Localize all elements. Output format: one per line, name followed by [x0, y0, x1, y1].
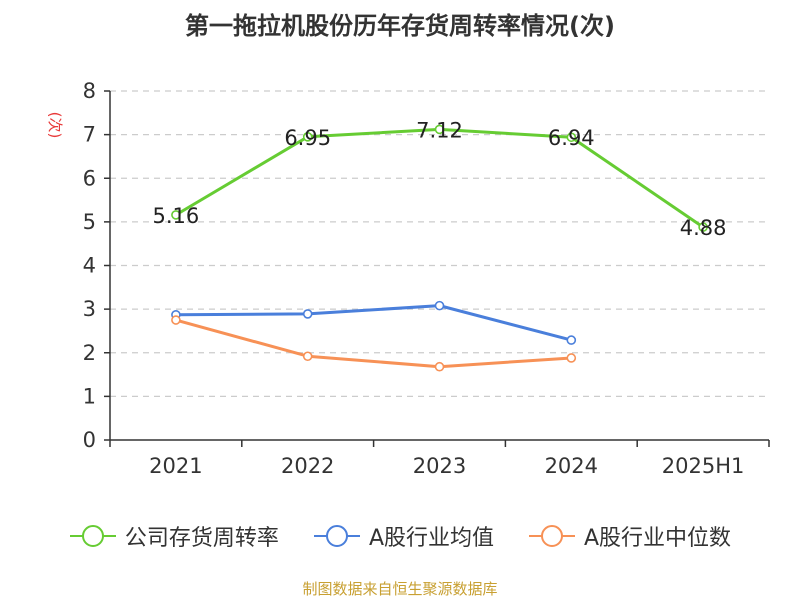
- series-lines: [171, 124, 708, 372]
- data-label: 7.12: [416, 118, 463, 142]
- data-point: [566, 335, 577, 345]
- y-tick-label: 0: [83, 428, 96, 452]
- data-point: [434, 124, 445, 135]
- legend-label: A股行业中位数: [584, 526, 732, 551]
- data-point: [302, 132, 313, 142]
- legend-item: A股行业均值: [313, 520, 494, 552]
- legend-item: A股行业中位数: [528, 520, 731, 552]
- data-point: [566, 132, 577, 143]
- x-tick-label: 2022: [281, 454, 334, 478]
- source-note: 制图数据来自恒生聚源数据库: [302, 580, 498, 598]
- chart-title: 第一拖拉机股份历年存货周转率情况(次): [185, 12, 615, 40]
- axes: 0 1 2 3 4 5 6 7 8 2021 2022 2023 2024 2025H1: [83, 79, 770, 478]
- y-axis-unit-label: (次): [46, 112, 64, 139]
- data-point: [566, 353, 577, 363]
- data-label: 6.94: [548, 126, 595, 150]
- data-label: 6.95: [284, 126, 331, 150]
- data-point: [171, 210, 181, 220]
- y-tick-label: 6: [83, 166, 96, 190]
- y-tick-label: 1: [83, 384, 96, 408]
- y-tick-label: 5: [83, 210, 96, 234]
- legend-label: 公司存货周转率: [124, 526, 279, 551]
- y-tick-label: 4: [83, 254, 96, 278]
- y-tick-label: 2: [83, 341, 96, 365]
- data-label: 5.16: [153, 204, 200, 228]
- legend-swatch: [529, 525, 575, 547]
- y-tick-label: 3: [83, 297, 96, 321]
- y-tick-label: 7: [83, 123, 96, 147]
- data-point: [698, 222, 708, 232]
- x-tick-label: 2021: [149, 454, 202, 478]
- legend-swatch: [69, 525, 116, 547]
- data-point: [302, 309, 313, 319]
- x-tick-label: 2024: [545, 454, 598, 478]
- x-tick-label: 2023: [413, 454, 466, 478]
- data-labels: 5.16 6.95 7.12 6.94 4.88: [153, 118, 727, 240]
- series-line: [175, 304, 572, 342]
- data-point: [302, 351, 313, 362]
- y-tick-label: 8: [83, 79, 96, 103]
- legend-item: 公司存货周转率: [69, 520, 279, 552]
- legend-label: A股行业均值: [368, 526, 494, 551]
- data-point: [171, 315, 181, 325]
- x-tick-label: 2025H1: [662, 454, 745, 478]
- legend-swatch: [313, 525, 360, 547]
- data-point: [434, 361, 445, 372]
- data-point: [434, 300, 445, 311]
- legend: 公司存货周转率 A股行业均值 A股行业中位数: [0, 520, 800, 552]
- data-label: 4.88: [680, 216, 727, 240]
- series-line: [175, 318, 572, 369]
